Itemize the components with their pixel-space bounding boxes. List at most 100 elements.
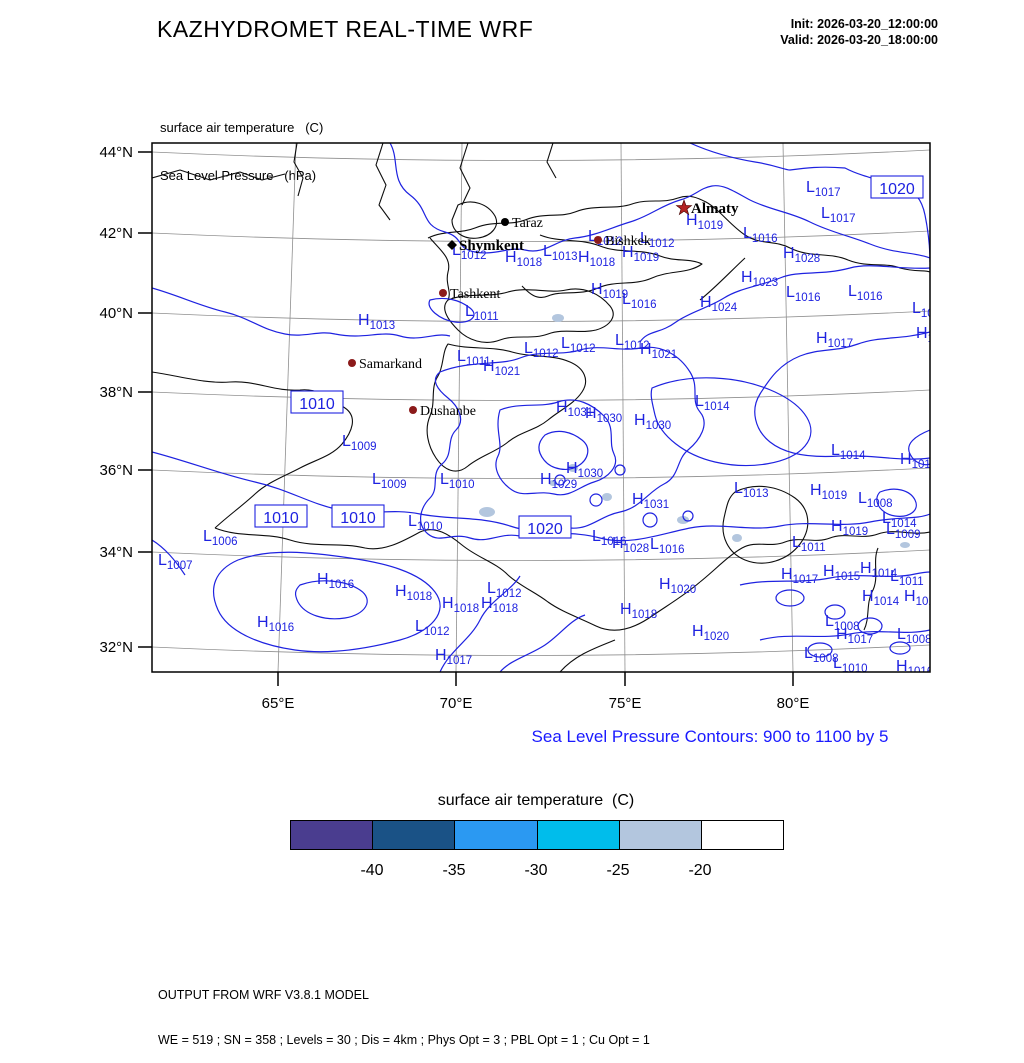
colorbar-segment — [618, 821, 701, 849]
map-frame — [151, 142, 931, 673]
pressure-label: L1008 — [897, 626, 932, 646]
city-marker-dot — [409, 406, 417, 414]
city-label: Tashkent — [450, 287, 500, 302]
lat-tick-label: 34°N — [99, 544, 133, 561]
pressure-label: L1010 — [440, 471, 475, 491]
boxed-contour-label-box — [331, 504, 385, 528]
boxed-contour-label: 1010 — [263, 510, 299, 527]
pressure-label: L1017 — [806, 179, 841, 199]
pressure-label: L1013 — [543, 243, 578, 263]
pressure-label: H1019 — [810, 482, 847, 502]
run-times: Init: 2026-03-20_12:00:00 Valid: 2026-03… — [780, 16, 938, 48]
pressure-label: H1018 — [620, 601, 657, 621]
pressure-label: L1014 — [831, 442, 866, 462]
pressure-label: L1006 — [203, 528, 238, 548]
pressure-label: L1011 — [457, 348, 491, 368]
contour-note: Sea Level Pressure Contours: 900 to 1100… — [531, 727, 889, 746]
colorbar-bar — [290, 820, 784, 850]
pressure-label: H1014 — [904, 588, 942, 608]
pressure-label: L1009 — [342, 433, 377, 453]
pressure-label: H1030 — [585, 405, 622, 425]
pressure-label: L1011 — [792, 534, 826, 554]
valid-time: Valid: 2026-03-20_18:00:00 — [780, 33, 938, 47]
pressure-label: H1015 — [823, 563, 860, 583]
city-marker-dot — [594, 236, 602, 244]
colorbar-tick-label: -25 — [606, 862, 630, 879]
pressure-label: H1020 — [692, 623, 729, 643]
city-marker-star — [675, 199, 693, 216]
boxed-contour-label: 1020 — [879, 181, 915, 198]
pressure-label: L1008 — [858, 490, 893, 510]
boxed-contour-label: 1010 — [299, 396, 335, 413]
footer-line-1: OUTPUT FROM WRF V3.8.1 MODEL — [158, 988, 369, 1002]
colorbar-segment — [536, 821, 619, 849]
city-marker-dot — [348, 359, 356, 367]
pressure-label: L1017 — [821, 205, 856, 225]
country-borders — [152, 143, 930, 672]
pressure-label: H1016 — [317, 571, 354, 591]
colorbar-segment — [700, 821, 784, 849]
pressure-label: H1018 — [395, 583, 432, 603]
city-marker-diamond — [447, 240, 457, 250]
pressure-label: L1016 — [743, 225, 778, 245]
city-label: Samarkand — [359, 357, 422, 372]
pressure-label: H1017 — [916, 325, 953, 345]
colorbar-title: surface air temperature (C) — [437, 792, 635, 809]
pressure-label: L1011 — [890, 568, 924, 588]
pressure-label: H1013 — [358, 312, 395, 332]
pressure-label: H1017 — [781, 566, 818, 586]
city-label: Dushanbe — [420, 404, 476, 419]
city-label: Almaty — [691, 201, 739, 217]
pressure-label: L1014 — [695, 393, 730, 413]
graticule — [152, 143, 930, 672]
page-title: KAZHYDROMET REAL-TIME WRF — [157, 16, 534, 42]
pressure-label: H1020 — [659, 576, 696, 596]
city-label: Taraz — [512, 216, 543, 231]
pressure-label: L1016 — [786, 284, 821, 304]
lat-tick-label: 36°N — [99, 462, 133, 479]
city-marker-dot — [439, 289, 447, 297]
colorbar-segment — [454, 821, 537, 849]
field-label-temperature: surface air temperature (C) — [160, 120, 324, 135]
boxed-contour-label: 1010 — [340, 510, 376, 527]
pressure-label: H1030 — [566, 460, 603, 480]
pressure-label: H1018 — [578, 249, 615, 269]
lon-tick-label: 70°E — [440, 695, 473, 712]
footer-line-2: WE = 519 ; SN = 358 ; Levels = 30 ; Dis … — [158, 1033, 650, 1047]
lat-tick-label: 38°N — [99, 384, 133, 401]
lat-tick-label: 32°N — [99, 639, 133, 656]
colorbar-segment — [291, 821, 373, 849]
lat-tick-label: 42°N — [99, 225, 133, 242]
colorbar-tick-label: -40 — [360, 862, 384, 879]
pressure-label: H1017 — [435, 647, 472, 667]
pressure-label: H1016 — [896, 658, 933, 678]
boxed-contour-label-box — [254, 504, 308, 528]
lat-tick-label: 44°N — [99, 144, 133, 161]
pressure-label: L1016 — [622, 291, 657, 311]
model-footer: OUTPUT FROM WRF V3.8.1 MODEL WE = 519 ; … — [158, 958, 650, 1063]
pressure-label: L1016 — [650, 536, 685, 556]
colorbar-segment — [372, 821, 455, 849]
colorbar-tick-label: -20 — [688, 862, 712, 879]
boxed-contour-label: 1020 — [527, 521, 563, 538]
field-labels: surface air temperature (C) Sea Level Pr… — [160, 88, 323, 200]
colorbar: surface air temperature (C) -40 -35 -30 -25… — [290, 792, 784, 892]
pressure-label: H1021 — [640, 341, 677, 361]
axis-ticks: 44°N 42°N 40°N 38°N 36°N 34°N 32°N 65°E 70°E 75°E… — [99, 144, 809, 712]
city-label: Shymkent — [459, 238, 524, 254]
lon-tick-label: 80°E — [777, 695, 810, 712]
init-time: Init: 2026-03-20_12:00:00 — [790, 17, 938, 31]
boxed-contour-label-box — [870, 175, 924, 199]
pressure-label: L1007 — [158, 552, 193, 572]
boxed-contour-label-box — [518, 515, 572, 539]
city-marker-dot — [501, 218, 509, 226]
pressure-label: H1024 — [700, 294, 738, 314]
pressure-label: L1012 — [415, 618, 450, 638]
pressure-label: L1013 — [734, 480, 769, 500]
pressure-label: H1019 — [831, 518, 868, 538]
pressure-label: H1017 — [816, 330, 853, 350]
pressure-label: L1012 — [640, 230, 675, 250]
boxed-contour-label-box — [290, 390, 344, 414]
pressure-label: H1023 — [741, 269, 778, 289]
